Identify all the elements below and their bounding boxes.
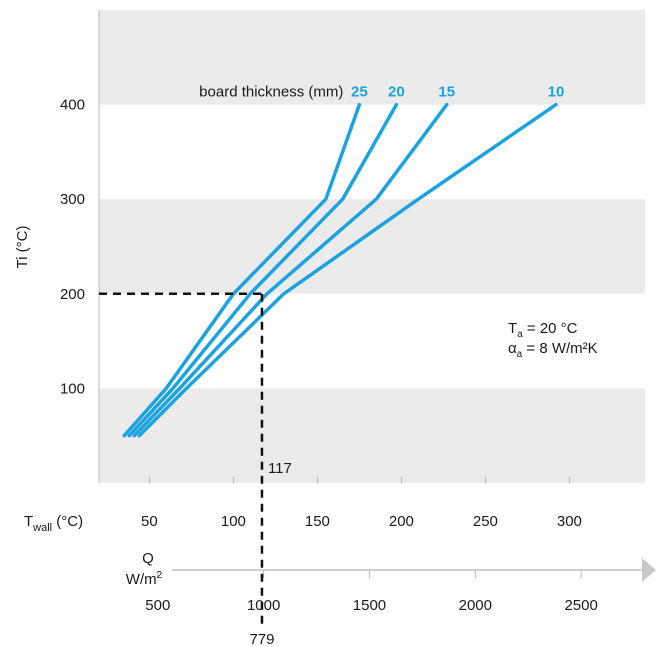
annotation-ta-sub: a <box>517 329 523 340</box>
q-axis-unit: W/m2 <box>126 570 163 588</box>
x-axis-label-sub: wall <box>32 522 52 534</box>
y-tick-label-200: 200 <box>60 286 85 303</box>
x-tick-label-100: 100 <box>221 513 246 530</box>
x-tick-label-150: 150 <box>305 513 330 530</box>
series-line-10 <box>137 102 558 438</box>
q-tick-label-1500: 1500 <box>353 597 386 614</box>
annotation-ta-symbol: T <box>508 320 517 337</box>
series-lines <box>122 102 558 438</box>
grid-band-0 <box>99 388 645 483</box>
x-tick-label-200: 200 <box>389 513 414 530</box>
annotation-alpha-value: = 8 W/m²K <box>522 340 597 357</box>
y-tick-label-400: 400 <box>60 97 85 114</box>
annotation-ta-value: = 20 °C <box>523 320 578 337</box>
q-tick-marks <box>157 571 582 578</box>
series-label-20: 20 <box>388 84 405 101</box>
x-axis-label-unit: (°C) <box>52 513 83 530</box>
annotation-alpha-sub: a <box>517 349 523 360</box>
x-tick-marks <box>148 477 570 483</box>
grid-band-2 <box>99 10 645 105</box>
annotation-alpha: αa = 8 W/m²K <box>508 340 598 360</box>
series-label-25: 25 <box>351 84 368 101</box>
q-tick-label-1000: 1000 <box>247 597 280 614</box>
y-tick-label-300: 300 <box>60 191 85 208</box>
q-tick-label-2000: 2000 <box>459 597 492 614</box>
q-axis-arrow-icon <box>642 558 656 582</box>
q-axis-unit-base: W/m <box>126 571 157 588</box>
grid-bands <box>99 10 645 483</box>
x-tick-label-50: 50 <box>141 513 158 530</box>
x-tick-label-300: 300 <box>557 513 582 530</box>
annotation-alpha-symbol: α <box>508 340 517 357</box>
annotation-ta: Ta = 20 °C <box>508 320 578 340</box>
q-tick-label-500: 500 <box>145 597 170 614</box>
series-label-10: 10 <box>548 84 565 101</box>
series-labels: 25 20 15 10 <box>351 84 564 101</box>
example-reading: 117 779 <box>99 292 292 647</box>
series-line-20 <box>127 102 399 438</box>
q-tick-label-2500: 2500 <box>564 597 597 614</box>
y-axis-label: Ti (°C) <box>14 226 31 269</box>
y-tick-label-100: 100 <box>60 380 85 397</box>
y-tick-labels: 100 200 300 400 <box>60 97 85 398</box>
x-tick-labels: 50 100 150 200 250 300 <box>141 513 582 530</box>
legend-title: board thickness (mm) <box>199 84 343 101</box>
example-q-label: 779 <box>249 631 274 647</box>
grid-band-1 <box>99 199 645 294</box>
q-tick-labels: 500 1000 1500 2000 2500 <box>145 597 598 614</box>
q-axis-label: Q <box>142 550 154 567</box>
x-axis-label-symbol: T <box>24 513 33 530</box>
series-line-25 <box>122 102 362 438</box>
x-tick-label-250: 250 <box>473 513 498 530</box>
series-label-15: 15 <box>438 84 455 101</box>
x-axis-label: Twall (°C) <box>24 513 83 534</box>
example-twall-label: 117 <box>268 460 292 477</box>
q-axis-unit-sup: 2 <box>157 570 163 581</box>
series-line-15 <box>132 102 449 438</box>
